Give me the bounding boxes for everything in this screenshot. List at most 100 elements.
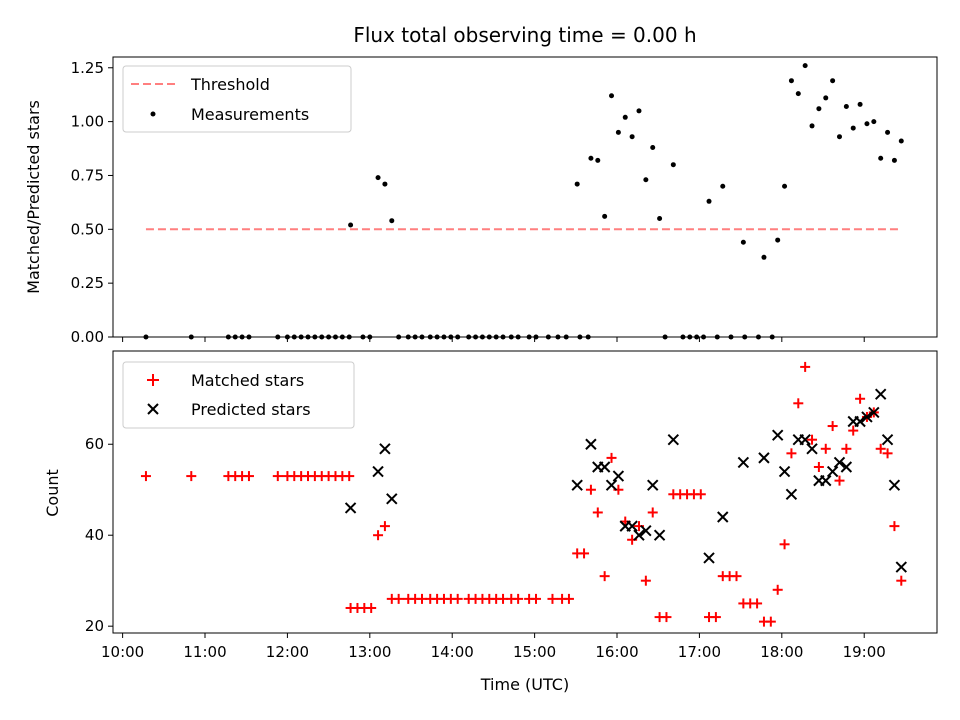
matched-star-point — [882, 448, 893, 459]
measurement-point — [595, 157, 601, 163]
count-legend-box — [122, 361, 355, 429]
measurement-point — [389, 218, 395, 224]
measurement-point — [622, 114, 628, 120]
predicted-star-point — [386, 493, 398, 505]
matched-star-point — [786, 448, 797, 459]
x-tick-label: 13:00 — [348, 643, 391, 661]
matched-star-point — [710, 612, 721, 623]
predicted-star-point — [826, 465, 839, 478]
measurement-point — [795, 91, 801, 97]
x-tick-label: 11:00 — [183, 643, 226, 661]
top-y-tick-label: 0.25 — [71, 274, 104, 292]
matched-star-point — [563, 593, 574, 604]
count-y-axis-label: Count — [43, 469, 62, 517]
count-x-axis-label: Time (UTC) — [480, 675, 569, 694]
count-series — [140, 361, 908, 627]
flux-chart-title: Flux total observing time = 0.00 h — [353, 23, 696, 47]
matched-star-point — [579, 548, 590, 559]
measurement-point — [823, 95, 829, 101]
bot-y-tick-label: 20 — [85, 617, 104, 635]
bot-y-tick-label: 40 — [85, 526, 104, 544]
legend-measurements-label: Measurements — [191, 105, 309, 124]
matched-star-point — [765, 616, 776, 627]
predicted-star-point — [640, 524, 652, 537]
measurement-point — [382, 181, 388, 187]
measurement-point — [775, 237, 781, 243]
matched-star-point — [661, 612, 672, 623]
measurement-point — [788, 78, 794, 84]
measurement-point — [650, 144, 656, 150]
predicted-star-point — [868, 406, 880, 419]
x-tick-label: 19:00 — [843, 643, 886, 661]
matched-star-point — [599, 571, 610, 582]
measurement-point — [740, 239, 746, 245]
legend-matched-label: Matched stars — [191, 371, 304, 390]
measurement-point — [636, 108, 642, 114]
predicted-star-point — [633, 529, 645, 541]
matched-star-point — [731, 571, 742, 582]
predicted-star-point — [806, 443, 818, 455]
matched-star-point — [592, 507, 603, 518]
matched-star-point — [366, 602, 377, 613]
measurement-point — [706, 198, 712, 204]
matched-star-point — [820, 443, 831, 454]
matched-star-point — [585, 484, 596, 495]
predicted-star-point — [372, 465, 384, 478]
predicted-star-point — [895, 561, 908, 573]
matched-star-point — [841, 443, 852, 454]
matched-star-point — [186, 471, 197, 482]
matched-star-point — [855, 393, 866, 404]
matched-star-point — [827, 421, 838, 432]
x-tick-label: 17:00 — [678, 643, 721, 661]
measurement-point — [609, 93, 615, 99]
predicted-star-point — [612, 470, 625, 482]
matched-star-point — [779, 539, 790, 550]
predicted-star-point — [585, 438, 597, 450]
predicted-star-point — [840, 461, 853, 473]
matched-star-point — [140, 471, 151, 482]
predicted-star-point — [861, 411, 873, 423]
predicted-star-point — [888, 479, 901, 491]
top-y-tick-label: 0.75 — [71, 166, 104, 184]
matched-star-point — [889, 521, 900, 532]
measurement-point — [629, 134, 635, 140]
matched-star-point — [800, 361, 811, 372]
predicted-star-point — [605, 479, 618, 491]
matched-star-point — [848, 425, 859, 436]
matched-star-point — [793, 398, 804, 409]
measurement-point — [574, 181, 580, 187]
count-plot-frame — [112, 350, 938, 634]
matched-star-point — [530, 593, 541, 604]
x-tick-label: 10:00 — [101, 643, 144, 661]
measurement-point — [375, 175, 381, 181]
measurement-point — [809, 123, 815, 129]
matched-star-point — [752, 598, 763, 609]
predicted-star-point — [820, 474, 832, 487]
x-tick-label: 16:00 — [595, 643, 638, 661]
measurement-point — [836, 134, 842, 140]
count-legend: Matched stars Predicted stars — [122, 361, 355, 429]
top-y-tick-label: 1.00 — [71, 113, 104, 131]
measurement-point — [885, 129, 891, 135]
predicted-star-point — [717, 511, 729, 523]
predicted-star-point — [854, 415, 866, 428]
matched-star-point — [875, 443, 886, 454]
measurement-point — [891, 157, 897, 163]
matched-star-point — [243, 471, 254, 482]
bot-y-tick-label: 60 — [85, 435, 104, 453]
predicted-star-point — [703, 552, 715, 564]
measurement-point — [670, 162, 676, 168]
count-x-ticks: 10:00 11:00 12:00 13:00 14:00 15:00 16:00 17:00… — [101, 633, 886, 661]
matched-star-point — [547, 593, 558, 604]
predicted-star-point — [778, 465, 791, 478]
matched-star-point — [695, 489, 706, 500]
measurement-point — [864, 121, 870, 127]
measurement-point — [720, 183, 726, 189]
measurement-point — [348, 222, 354, 228]
predicted-star-point — [344, 502, 357, 514]
predicted-star-point — [785, 488, 798, 500]
measurement-point — [843, 104, 849, 110]
flux-legend-box — [122, 65, 352, 133]
flux-y-ticks: 0.00 0.25 0.50 0.75 1.00 1.25 — [71, 59, 113, 346]
